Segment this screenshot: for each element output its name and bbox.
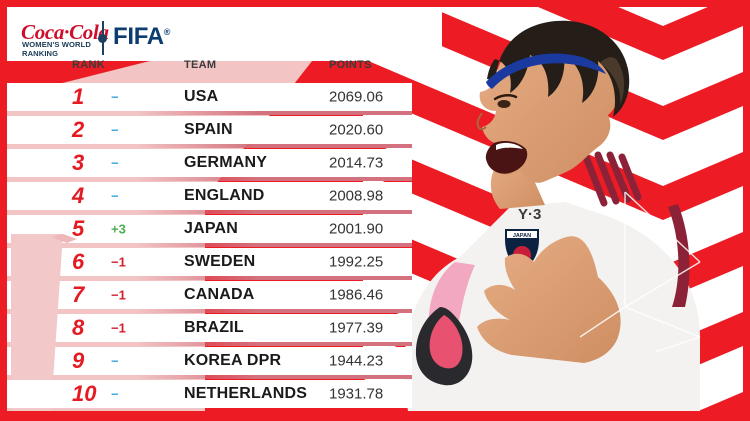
svg-text:Y·3: Y·3 — [518, 206, 541, 223]
svg-text:JAPAN: JAPAN — [513, 233, 531, 239]
